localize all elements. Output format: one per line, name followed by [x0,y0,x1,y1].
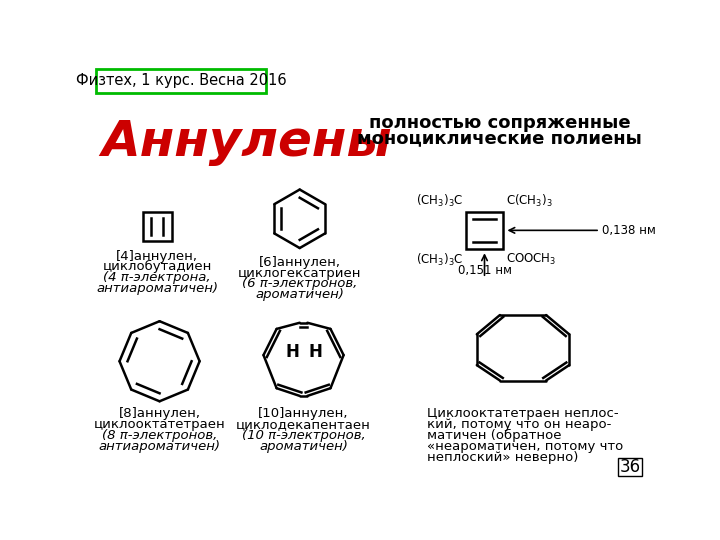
Text: кий, потому что он неаро-: кий, потому что он неаро- [427,418,611,431]
Bar [143,212,172,241]
Text: [10]аннулен,: [10]аннулен, [258,408,348,421]
Text: C(CH$_3$)$_3$: C(CH$_3$)$_3$ [506,193,553,209]
Text: [8]аннулен,: [8]аннулен, [119,408,201,421]
Text: (CH$_3$)$_3$C: (CH$_3$)$_3$C [415,193,463,209]
FancyBboxPatch shape [96,70,266,92]
Text: (4 π-электрона,: (4 π-электрона, [104,271,211,284]
Text: моноциклические полиены: моноциклические полиены [357,129,642,147]
Text: Аннулены: Аннулены [101,118,392,166]
Text: Циклооктатетраен неплос-: Циклооктатетраен неплос- [427,408,618,421]
Text: ароматичен): ароматичен) [256,288,344,301]
Text: [6]аннулен,: [6]аннулен, [258,256,341,269]
Bar [618,457,642,476]
Text: COOCH$_3$: COOCH$_3$ [506,252,557,267]
Bar [466,212,503,249]
Text: циклогексатриен: циклогексатриен [238,267,361,280]
Text: 0,151 нм: 0,151 нм [457,264,511,277]
Text: [4]аннулен,: [4]аннулен, [116,249,198,262]
Text: H: H [285,343,299,361]
Text: антиароматичен): антиароматичен) [99,440,220,453]
Text: «неароматичен, потому что: «неароматичен, потому что [427,440,623,453]
Text: ароматичен): ароматичен) [259,440,348,453]
Text: неплоский» неверно): неплоский» неверно) [427,450,578,463]
Text: циклооктатетраен: циклооктатетраен [94,418,225,431]
Text: полностью сопряженные: полностью сопряженные [369,113,631,132]
Text: 0,138 нм: 0,138 нм [603,224,656,237]
Text: H: H [308,343,322,361]
Text: (6 π-электронов,: (6 π-электронов, [242,278,357,291]
Text: циклодекапентаен: циклодекапентаен [236,418,371,431]
Text: 36: 36 [619,458,641,476]
Text: (CH$_3$)$_3$C: (CH$_3$)$_3$C [415,252,463,268]
Text: антиароматичен): антиароматичен) [96,282,218,295]
Text: циклобутадиен: циклобутадиен [102,260,212,273]
Text: матичен (обратное: матичен (обратное [427,429,562,442]
Text: (8 π-электронов,: (8 π-электронов, [102,429,217,442]
Text: Физтех, 1 курс. Весна 2016: Физтех, 1 курс. Весна 2016 [76,73,287,89]
Text: (10 π-электронов,: (10 π-электронов, [242,429,366,442]
